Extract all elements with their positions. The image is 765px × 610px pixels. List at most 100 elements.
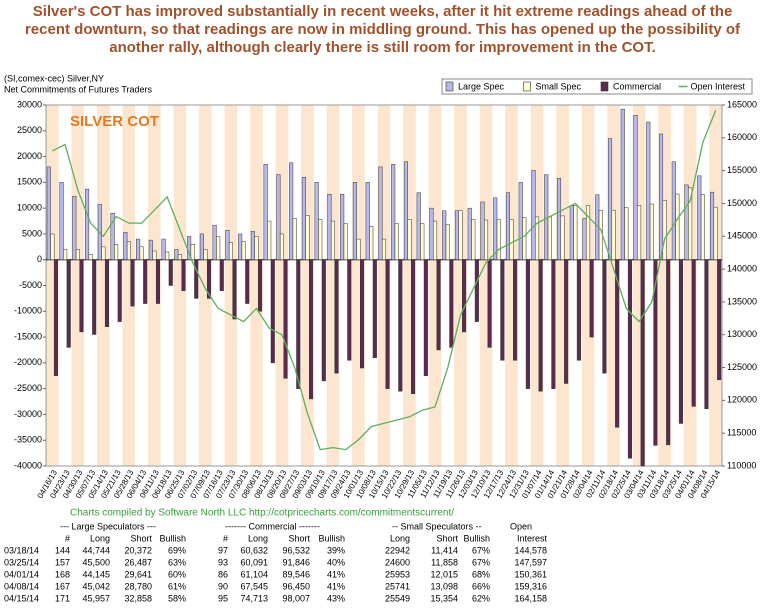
stripe xyxy=(199,105,212,466)
table-cell: 12,015 xyxy=(430,569,458,579)
bar xyxy=(343,223,348,260)
bar xyxy=(525,259,530,389)
table-cell: 69% xyxy=(168,545,186,555)
bar xyxy=(225,230,230,260)
table-cell: 04/08/14 xyxy=(4,581,39,591)
stripe xyxy=(97,105,110,466)
bar xyxy=(232,259,237,320)
bar xyxy=(168,259,173,286)
bar xyxy=(646,121,651,260)
y2-tick-label: 135000 xyxy=(727,296,757,306)
bar xyxy=(423,259,428,377)
bar xyxy=(104,259,110,328)
bar xyxy=(53,259,58,377)
bar xyxy=(101,246,106,260)
stripe xyxy=(479,105,493,466)
bar xyxy=(59,182,64,260)
bar xyxy=(420,223,425,260)
bar xyxy=(467,207,472,260)
y2-tick-label: 160000 xyxy=(727,132,757,142)
table-cell: 04/15/14 xyxy=(4,593,39,603)
table-cell: 98,007 xyxy=(282,593,310,603)
bar xyxy=(318,219,323,260)
bar xyxy=(238,233,243,260)
bar xyxy=(666,259,671,446)
table-group-header: ------- Commercial ------- xyxy=(225,521,320,531)
table-group-header: --- Large Speculators --- xyxy=(60,521,156,531)
bar xyxy=(487,259,492,348)
table-cell: 13,098 xyxy=(430,581,458,591)
bar xyxy=(385,259,390,389)
bar xyxy=(340,193,345,260)
bar xyxy=(181,259,186,291)
bar xyxy=(139,246,144,260)
y2-tick-label: 120000 xyxy=(727,395,757,405)
legend-box xyxy=(441,78,753,95)
bar xyxy=(513,259,518,361)
bar xyxy=(66,259,71,348)
stripe xyxy=(454,105,467,466)
table-cell: 15,354 xyxy=(430,593,458,603)
bar xyxy=(165,251,170,260)
bar xyxy=(372,259,377,358)
bar xyxy=(637,205,642,260)
bar xyxy=(148,239,153,260)
table-cell: 63% xyxy=(168,557,186,567)
bar xyxy=(136,238,141,260)
bar xyxy=(241,241,246,260)
bar xyxy=(50,233,55,260)
table-column-header: Long xyxy=(90,533,110,543)
table-cell: 95 xyxy=(218,593,228,603)
table-cell: 67% xyxy=(472,545,490,555)
y-tick-label: 0 xyxy=(37,254,42,264)
bar xyxy=(662,200,667,260)
bar xyxy=(219,259,224,291)
stripe xyxy=(581,105,595,466)
credit: Charts compiled by Software North LLC ht… xyxy=(70,508,454,519)
bar xyxy=(174,249,179,260)
legend-label: Commercial xyxy=(613,81,661,91)
bar xyxy=(403,161,408,260)
stripe xyxy=(237,105,251,466)
bar xyxy=(531,170,536,260)
stripe xyxy=(71,105,85,466)
table-column-header: # xyxy=(223,533,228,543)
table-cell: 04/01/14 xyxy=(4,569,39,579)
table-group-header: -- Small Speculators -- xyxy=(392,521,482,531)
y-tick-label: -10000 xyxy=(14,306,42,316)
headline: Silver's COT has improved substantially … xyxy=(24,3,741,56)
bar xyxy=(212,224,217,260)
table-cell: 60% xyxy=(168,569,186,579)
bar xyxy=(678,259,683,424)
stripe xyxy=(148,105,161,466)
bar xyxy=(675,193,680,260)
bar xyxy=(283,259,288,379)
stripe xyxy=(122,105,136,466)
bar xyxy=(177,254,182,260)
table-cell: 74,713 xyxy=(240,593,268,603)
symbol: (SI,comex-cec) Silver,NY xyxy=(4,73,104,83)
stripe xyxy=(492,105,506,466)
stripe xyxy=(186,105,200,466)
legend-swatch xyxy=(523,81,531,92)
bar xyxy=(305,215,310,260)
table-column-header: Short xyxy=(436,533,458,543)
bar xyxy=(63,249,68,260)
bar xyxy=(79,259,84,333)
table-cell: 03/25/14 xyxy=(4,557,39,567)
stripe xyxy=(160,105,174,466)
bar xyxy=(547,216,552,260)
bar xyxy=(658,133,664,260)
bar xyxy=(85,188,90,260)
table-cell: 45,042 xyxy=(82,581,110,591)
table-cell: 11,858 xyxy=(431,557,458,567)
bar xyxy=(432,220,438,260)
bar xyxy=(161,238,166,260)
stripe xyxy=(211,105,225,466)
table-cell: 44,145 xyxy=(82,569,110,579)
bar xyxy=(700,194,705,260)
y-tick-label: -35000 xyxy=(14,435,42,445)
bar xyxy=(436,259,441,351)
y-tick-label: 10000 xyxy=(17,203,42,213)
